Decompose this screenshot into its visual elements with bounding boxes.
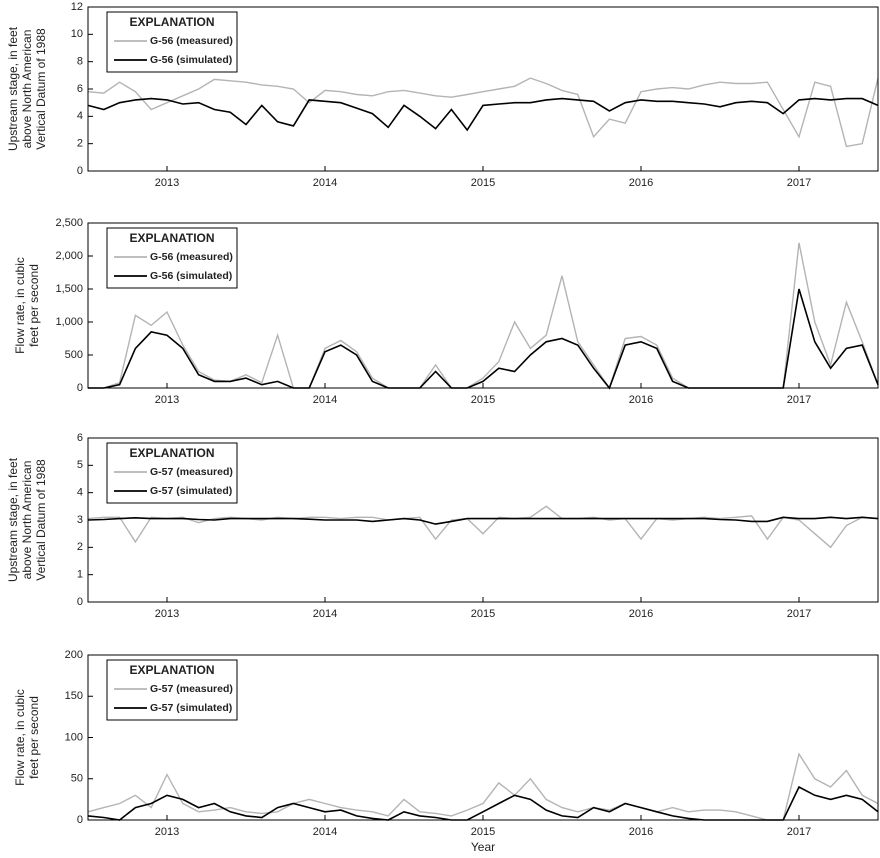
x-tick-label: 2015 xyxy=(471,394,495,406)
legend-box xyxy=(106,442,238,504)
panel: 0 2 4 6 8 10 12 2013 2014 2015 2016 2017 Upstream st… xyxy=(6,1,879,189)
y-axis-label: above North American xyxy=(20,461,34,580)
y-tick-label: 1,000 xyxy=(55,316,83,328)
y-tick-label: 2 xyxy=(77,138,83,150)
legend-box xyxy=(106,659,238,721)
data-line xyxy=(87,516,879,525)
legend-title: EXPLANATION xyxy=(129,446,214,460)
plot-frame xyxy=(87,654,879,821)
y-tick-label: 6 xyxy=(77,432,83,444)
x-tick-label: 2013 xyxy=(155,608,179,620)
y-tick-label: 200 xyxy=(65,649,83,661)
plot-frame xyxy=(87,437,879,603)
legend-label: G-57 (measured) xyxy=(150,466,233,478)
x-axis-label: Year xyxy=(471,840,495,854)
x-tick-label: 2014 xyxy=(313,826,337,838)
y-axis-label: Flow rate, in cubic xyxy=(13,257,27,354)
data-line xyxy=(87,752,879,821)
y-tick-label: 6 xyxy=(77,83,83,95)
legend: EXPLANATION G-56 (measured) G-56 (simulate… xyxy=(106,227,238,289)
y-tick-label: 1,500 xyxy=(55,283,83,295)
y-tick-label: 0 xyxy=(77,382,83,394)
x-tick-label: 2013 xyxy=(155,394,179,406)
legend-box xyxy=(106,11,238,73)
y-axis-label: feet per second xyxy=(27,264,41,347)
legend-label: G-56 (simulated) xyxy=(150,54,232,66)
panel: 0 500 1,000 1,500 2,000 2,500 2013 2014 2015 2016… xyxy=(13,217,879,406)
x-tick-label: 2016 xyxy=(629,826,653,838)
x-tick-label: 2016 xyxy=(629,177,653,189)
y-tick-label: 50 xyxy=(71,773,83,785)
data-line xyxy=(87,505,879,549)
y-axis-label: Vertical Datum of 1988 xyxy=(34,459,48,581)
y-tick-label: 10 xyxy=(71,28,83,40)
data-line xyxy=(88,288,879,390)
y-tick-label: 0 xyxy=(77,596,83,608)
x-tick-label: 2017 xyxy=(787,826,811,838)
legend-label: G-57 (measured) xyxy=(150,683,233,695)
legend-label: G-57 (simulated) xyxy=(150,485,232,497)
legend: EXPLANATION G-57 (measured) G-57 (simulate… xyxy=(106,659,238,721)
y-tick-label: 1 xyxy=(77,569,83,581)
y-tick-label: 2,500 xyxy=(55,217,83,229)
x-tick-label: 2016 xyxy=(629,608,653,620)
plot-frame xyxy=(87,222,879,389)
y-tick-label: 12 xyxy=(71,1,83,13)
y-axis-label: feet per second xyxy=(27,696,41,779)
y-axis-label: Vertical Datum of 1988 xyxy=(34,28,48,150)
legend-label: G-56 (measured) xyxy=(150,251,233,263)
y-tick-label: 4 xyxy=(77,487,83,499)
x-tick-label: 2014 xyxy=(313,608,337,620)
x-tick-label: 2013 xyxy=(155,177,179,189)
x-tick-label: 2013 xyxy=(155,826,179,838)
y-tick-label: 4 xyxy=(77,110,83,122)
x-tick-label: 2014 xyxy=(313,177,337,189)
x-tick-label: 2017 xyxy=(787,608,811,620)
x-tick-label: 2015 xyxy=(471,826,495,838)
legend-title: EXPLANATION xyxy=(129,231,214,245)
x-tick-label: 2016 xyxy=(629,394,653,406)
y-axis-label: Upstream stage, in feet xyxy=(6,26,20,151)
panel: 0 1 2 3 4 5 6 2013 2014 2015 2016 2017 Upstream stag… xyxy=(6,432,879,620)
legend-box xyxy=(106,227,238,289)
y-tick-label: 0 xyxy=(77,814,83,826)
legend-label: G-57 (simulated) xyxy=(150,702,232,714)
y-tick-label: 8 xyxy=(77,56,83,68)
x-tick-label: 2017 xyxy=(787,177,811,189)
y-tick-label: 0 xyxy=(77,165,83,177)
x-tick-label: 2015 xyxy=(471,177,495,189)
data-line xyxy=(87,77,879,148)
y-tick-label: 100 xyxy=(65,731,83,743)
legend: EXPLANATION G-56 (measured) G-56 (simulate… xyxy=(106,11,238,73)
panel: 0 50 100 150 200 2013 2014 2015 2016 2017 Flow rat… xyxy=(13,649,879,854)
y-tick-label: 2,000 xyxy=(55,250,83,262)
legend-title: EXPLANATION xyxy=(129,15,214,29)
y-tick-label: 150 xyxy=(65,690,83,702)
y-axis-label: Upstream stage, in feet xyxy=(6,457,20,582)
y-tick-label: 3 xyxy=(77,514,83,526)
data-line xyxy=(87,97,879,132)
x-tick-label: 2015 xyxy=(471,608,495,620)
y-axis-label: Flow rate, in cubic xyxy=(13,689,27,786)
x-tick-label: 2014 xyxy=(313,394,337,406)
y-tick-label: 5 xyxy=(77,459,83,471)
legend: EXPLANATION G-57 (measured) G-57 (simulate… xyxy=(106,442,238,504)
y-tick-label: 500 xyxy=(65,349,83,361)
y-axis-label: above North American xyxy=(20,30,34,149)
plot-frame xyxy=(87,6,879,172)
y-tick-label: 2 xyxy=(77,541,83,553)
x-tick-label: 2017 xyxy=(787,394,811,406)
legend-label: G-56 (simulated) xyxy=(150,270,232,282)
legend-title: EXPLANATION xyxy=(129,663,214,677)
legend-label: G-56 (measured) xyxy=(150,35,233,47)
